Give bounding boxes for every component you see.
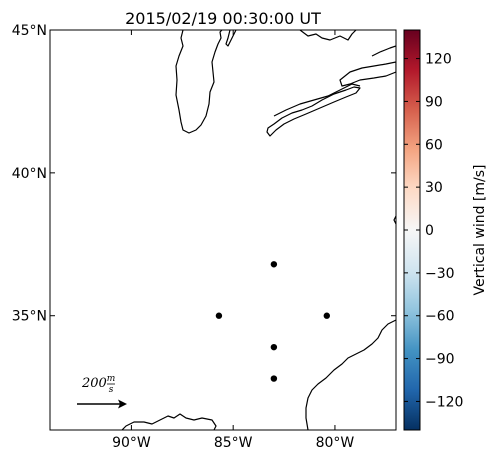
colorbar-tick-label: −30 xyxy=(425,266,455,282)
y-axis-ticks: 45°N 40°N 35°N xyxy=(12,23,396,325)
colorbar-tick-label: 120 xyxy=(425,52,452,68)
lake-michigan-shoreline xyxy=(175,30,223,134)
st-lawrence-shoreline xyxy=(371,45,396,57)
map-background xyxy=(50,30,396,430)
scale-arrow-value: 200 xyxy=(81,376,107,391)
scale-arrow-unit-denominator: s xyxy=(109,385,114,395)
measurement-point xyxy=(270,261,278,268)
virginia-coast-fragment xyxy=(393,215,396,225)
colorbar: 120 90 60 30 0 −30 −60 −90 −120 Vertical wind [m… xyxy=(403,29,488,431)
y-tick-label: 45°N xyxy=(12,23,47,39)
lake-huron-shoreline xyxy=(225,30,237,47)
measurement-point xyxy=(270,343,278,351)
colorbar-tick-label: −60 xyxy=(425,309,455,325)
colorbar-tick-label: 30 xyxy=(425,180,443,196)
lake-huron-east-shoreline xyxy=(299,30,357,41)
colorbar-label: Vertical wind [m/s] xyxy=(472,165,488,296)
lake-ontario-shoreline xyxy=(339,61,396,87)
map-frame xyxy=(49,29,397,431)
measurement-point xyxy=(270,375,278,382)
measurement-point xyxy=(215,312,223,319)
colorbar-ticks: 120 90 60 30 0 −30 −60 −90 −120 xyxy=(404,52,463,410)
scale-arrow-group: 200 m s xyxy=(77,374,127,409)
measurement-points xyxy=(215,261,330,382)
colorbar-tick-label: 90 xyxy=(425,94,443,110)
colorbar-tick-label: −90 xyxy=(425,352,455,368)
scale-arrow-unit-numerator: m xyxy=(107,374,116,384)
x-tick-label: 85°W xyxy=(214,435,253,451)
lake-erie-north-shoreline xyxy=(273,83,361,117)
y-tick-label: 40°N xyxy=(12,166,47,182)
colorbar-tick-label: 0 xyxy=(425,223,434,239)
colorbar-tick-label: 60 xyxy=(425,137,443,153)
scale-arrow-head xyxy=(118,399,127,409)
lake-erie-shoreline xyxy=(266,86,361,137)
atlantic-coastline xyxy=(305,319,396,430)
x-tick-label: 90°W xyxy=(112,435,151,451)
gulf-coastline xyxy=(121,413,217,430)
measurement-point xyxy=(323,312,330,319)
colorbar-tick-label: −120 xyxy=(425,394,463,410)
coastlines xyxy=(121,30,396,430)
x-tick-label: 80°W xyxy=(316,435,355,451)
x-axis-ticks: 90°W 85°W 80°W xyxy=(112,30,354,451)
map-title: 2015/02/19 00:30:00 UT xyxy=(125,9,321,28)
y-tick-label: 35°N xyxy=(12,309,47,325)
